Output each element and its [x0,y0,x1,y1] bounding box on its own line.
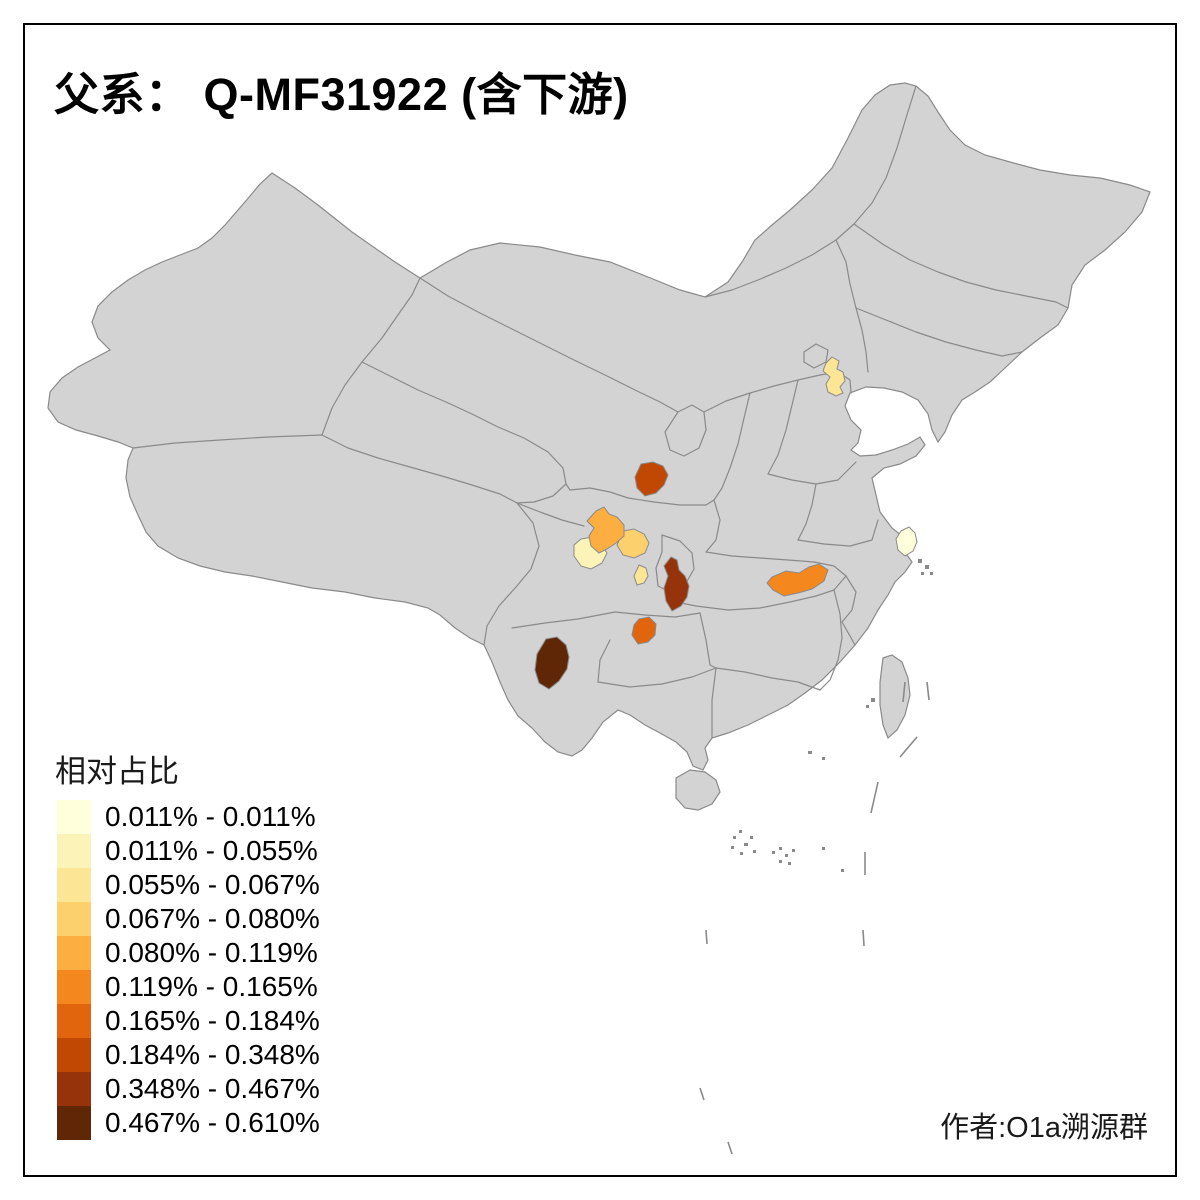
legend-label: 0.080% - 0.119% [105,937,318,968]
region-near-shanghai [895,526,918,557]
province-borders [132,85,1069,739]
legend-item: 0.055% - 0.067% [57,868,320,902]
region-near-tianjin [822,356,846,397]
legend-color-swatch [57,970,91,1004]
legend-item: 0.080% - 0.119% [57,936,320,970]
legend: 相对占比 0.011% - 0.011% 0.011% - 0.055% 0.055… [55,746,320,1140]
legend-color-swatch [57,1038,91,1072]
legend-color-swatch [57,1004,91,1038]
region-nw-sichuan [586,506,625,554]
legend-label: 0.348% - 0.467% [105,1073,320,1104]
region-c-yunnan [534,636,570,690]
legend-color-swatch [57,800,91,834]
legend-label: 0.067% - 0.080% [105,903,320,934]
legend-item: 0.067% - 0.080% [57,902,320,936]
sea-boundary-dashes [699,681,930,1155]
legend-label: 0.055% - 0.067% [105,869,320,900]
legend-color-swatch [57,868,91,902]
map-title: 父系： Q-MF31922 (含下游) [54,69,629,120]
legend-item: 0.011% - 0.055% [57,834,320,868]
region-w-hunan-hubei [663,556,690,612]
legend-color-swatch [57,1106,91,1140]
hainan-island [675,769,721,811]
legend-item: 0.348% - 0.467% [57,1072,320,1106]
small-islands [731,559,933,872]
legend-label: 0.011% - 0.011% [105,801,316,832]
legend-label: 0.184% - 0.348% [105,1039,320,1070]
region-s-gansu [634,461,669,497]
legend-label: 0.119% - 0.165% [105,971,318,1002]
legend-item: 0.119% - 0.165% [57,970,320,1004]
legend-color-swatch [57,936,91,970]
legend-label: 0.467% - 0.610% [105,1107,320,1138]
region-c-guizhou [631,616,657,645]
legend-item: 0.165% - 0.184% [57,1004,320,1038]
legend-label: 0.165% - 0.184% [105,1005,320,1036]
legend-label: 0.011% - 0.055% [105,835,318,866]
legend-rows: 0.011% - 0.011% 0.011% - 0.055% 0.055% - 0… [57,800,320,1140]
legend-color-swatch [57,1072,91,1106]
taiwan-island [879,654,911,740]
region-n-hunan-strip [766,563,829,597]
plot-frame [23,23,1177,1177]
legend-color-swatch [57,834,91,868]
legend-item: 0.011% - 0.011% [57,800,320,834]
legend-item: 0.184% - 0.348% [57,1038,320,1072]
region-s-sichuan [633,564,649,586]
legend-color-swatch [57,902,91,936]
region-c-sichuan [616,528,650,559]
attribution-text: 作者:O1a溯源群 [940,1112,1148,1144]
legend-title: 相对占比 [55,754,179,789]
highlighted-regions [534,356,918,690]
legend-item: 0.467% - 0.610% [57,1106,320,1140]
